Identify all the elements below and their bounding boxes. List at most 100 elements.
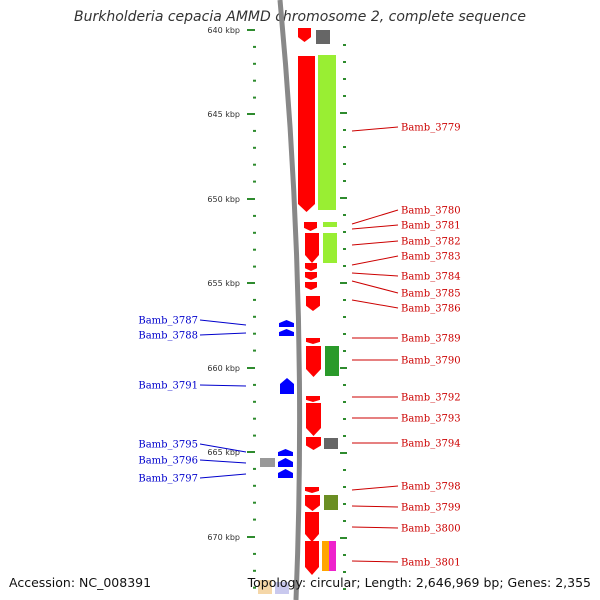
forward-gene-arrow <box>298 56 315 212</box>
minor-tick-right <box>343 333 346 335</box>
map-title: Burkholderia cepacia AMMD chromosome 2, … <box>74 9 526 25</box>
reverse-label-leader-line <box>199 319 247 326</box>
reverse-gene-arrow <box>278 449 293 456</box>
minor-tick-left <box>253 467 256 470</box>
forward-gene-arrow <box>305 541 319 575</box>
cog-bar <box>324 495 338 510</box>
reverse-gene-label: Bamb_3788 <box>138 331 198 342</box>
minor-tick-right <box>343 180 346 182</box>
major-tick <box>247 198 255 200</box>
cog-bar <box>324 438 338 449</box>
forward-label-leader-line <box>351 505 399 508</box>
minor-tick-left <box>253 180 256 183</box>
cog-bar <box>260 458 275 467</box>
minor-tick-left <box>253 146 256 149</box>
minor-tick-left <box>253 417 256 420</box>
genome-summary-text: Topology: circular; Length: 2,646,969 bp… <box>247 575 591 590</box>
gene-labels: Bamb_3779 Bamb_3780 Bamb_3781 Bamb_3782 Bamb… <box>138 123 460 569</box>
minor-tick-left <box>253 265 256 268</box>
minor-tick-right <box>343 503 346 505</box>
reverse-gene-label: Bamb_3795 <box>138 440 198 451</box>
reverse-gene-label: Bamb_3787 <box>138 316 198 327</box>
minor-tick-right <box>343 316 346 318</box>
forward-gene-label: Bamb_3799 <box>401 503 461 514</box>
scale-ticks: 640 kbp 645 kbp 650 kbp 655 kbp 660 kbp 665 k… <box>207 26 347 590</box>
minor-tick-right <box>343 588 346 590</box>
minor-tick-left <box>253 129 256 132</box>
minor-tick-right <box>343 129 346 131</box>
forward-gene-arrow <box>298 28 311 42</box>
scale-tick-label: 670 kbp <box>207 533 240 542</box>
forward-label-leader-line <box>351 240 399 246</box>
reverse-label-leader-line <box>199 443 247 453</box>
minor-tick-left <box>253 214 256 217</box>
minor-tick-left <box>253 569 256 572</box>
minor-tick-left <box>253 96 256 99</box>
scale-tick-label: 650 kbp <box>207 195 240 204</box>
minor-tick-right <box>343 401 346 403</box>
minor-tick-left <box>253 552 256 555</box>
major-tick <box>247 451 255 453</box>
major-tick <box>247 282 255 284</box>
reverse-gene-arrow <box>279 329 294 336</box>
forward-label-leader-line <box>351 280 399 294</box>
forward-gene-arrow <box>306 338 320 344</box>
cog-bar <box>316 30 330 44</box>
minor-tick-right <box>343 384 346 386</box>
major-tick <box>247 536 255 538</box>
reverse-label-leader-line <box>199 384 247 387</box>
forward-gene-label: Bamb_3785 <box>401 289 461 300</box>
minor-tick-left <box>253 315 256 318</box>
scale-tick-label: 660 kbp <box>207 364 240 373</box>
forward-gene-arrow <box>306 437 321 450</box>
cog-bar <box>323 222 337 227</box>
forward-label-leader-line <box>351 485 399 491</box>
scale-tick-label: 645 kbp <box>207 110 240 119</box>
gene-arrows <box>278 28 321 575</box>
forward-label-leader-line <box>351 255 399 266</box>
forward-gene-label: Bamb_3789 <box>401 334 461 345</box>
minor-tick-right <box>340 282 347 284</box>
minor-tick-right <box>340 367 347 369</box>
minor-tick-left <box>253 248 256 251</box>
minor-tick-left <box>253 586 256 589</box>
minor-tick-right <box>343 146 346 148</box>
scale-tick-label: 665 kbp <box>207 448 240 457</box>
minor-tick-left <box>253 349 256 352</box>
scale-tick-label: 640 kbp <box>207 26 240 35</box>
forward-gene-label: Bamb_3784 <box>401 272 461 283</box>
forward-gene-arrow <box>305 233 319 263</box>
forward-gene-label: Bamb_3783 <box>401 252 461 263</box>
forward-gene-label: Bamb_3786 <box>401 304 461 315</box>
minor-tick-left <box>253 231 256 234</box>
reverse-gene-arrow <box>279 320 294 327</box>
minor-tick-right <box>343 486 346 488</box>
reverse-gene-arrow <box>278 469 293 478</box>
forward-gene-arrow <box>306 296 320 311</box>
cog-bar <box>318 55 336 210</box>
forward-gene-label: Bamb_3790 <box>401 356 461 367</box>
minor-tick-left <box>253 332 256 335</box>
minor-tick-right <box>340 452 347 454</box>
reverse-gene-label: Bamb_3797 <box>138 474 198 485</box>
minor-tick-left <box>253 434 256 437</box>
minor-tick-right <box>343 61 346 63</box>
forward-gene-arrow <box>306 396 320 402</box>
forward-gene-label: Bamb_3801 <box>401 558 461 569</box>
minor-tick-right <box>343 350 346 352</box>
minor-tick-right <box>340 197 347 199</box>
forward-label-leader-line <box>351 224 399 230</box>
minor-tick-right <box>343 520 346 522</box>
accession-text: Accession: NC_008391 <box>9 575 152 590</box>
scale-tick-label: 655 kbp <box>207 279 240 288</box>
forward-gene-arrow <box>305 282 317 290</box>
reverse-label-leader-line <box>199 473 247 479</box>
forward-label-leader-line <box>351 560 399 563</box>
forward-gene-arrow <box>306 346 321 377</box>
minor-tick-right <box>343 299 346 301</box>
forward-gene-label: Bamb_3792 <box>401 393 461 404</box>
minor-tick-right <box>343 469 346 471</box>
reverse-label-leader-line <box>199 332 247 336</box>
cog-bar <box>258 580 272 594</box>
